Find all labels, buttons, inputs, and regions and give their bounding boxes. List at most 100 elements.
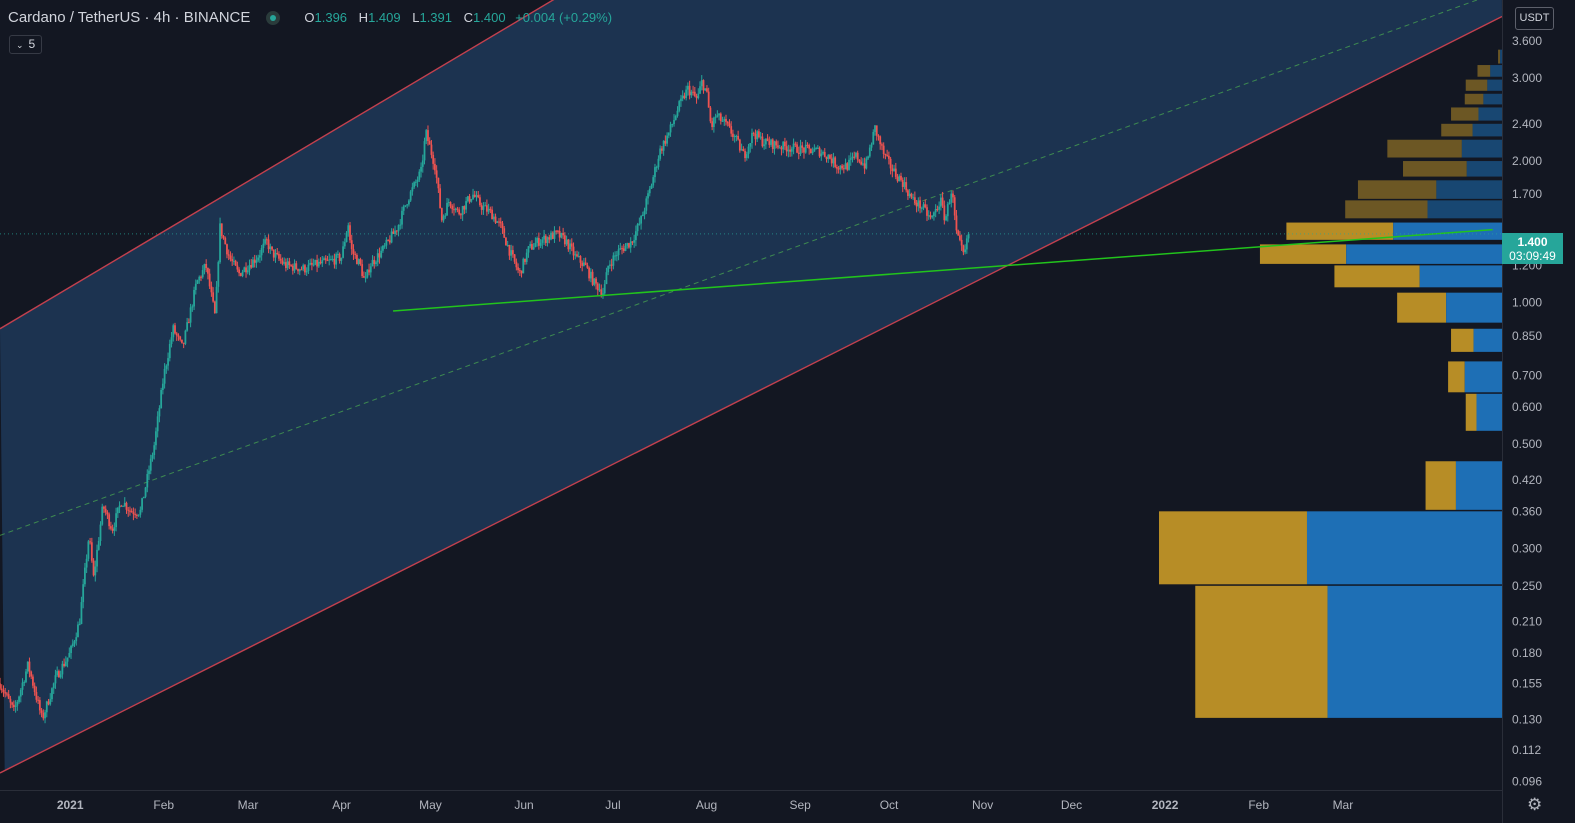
candle-body bbox=[435, 170, 438, 178]
candle-body bbox=[728, 123, 731, 127]
candle-body bbox=[229, 255, 232, 260]
candle-body bbox=[189, 307, 192, 323]
candle-body bbox=[397, 225, 400, 232]
open-value: 1.396 bbox=[314, 10, 348, 25]
candle-body bbox=[551, 232, 554, 239]
candle-body bbox=[780, 147, 783, 150]
candle-body bbox=[324, 258, 327, 261]
candle-body bbox=[328, 259, 331, 261]
candle-body bbox=[135, 514, 138, 516]
candle-body bbox=[778, 147, 781, 149]
candle-body bbox=[525, 252, 528, 262]
candle-body bbox=[283, 262, 286, 264]
low-value: 1.391 bbox=[419, 10, 453, 25]
candle-body bbox=[439, 188, 442, 209]
candle-body bbox=[342, 246, 344, 258]
candle-body bbox=[408, 200, 410, 205]
candle-body bbox=[428, 140, 431, 145]
candle-body bbox=[73, 641, 76, 644]
candle-body bbox=[298, 269, 301, 272]
vp-buy-bar bbox=[1286, 222, 1394, 240]
indicator-count: 5 bbox=[28, 37, 36, 51]
candle-body bbox=[78, 623, 81, 625]
candle-body bbox=[676, 110, 679, 116]
candle-body bbox=[919, 200, 921, 209]
candle-body bbox=[674, 115, 677, 120]
candle-body bbox=[330, 258, 332, 260]
candle-body bbox=[127, 509, 130, 511]
y-tick-label: 0.210 bbox=[1512, 614, 1542, 628]
candle-body bbox=[459, 214, 462, 216]
currency-badge[interactable]: USDT bbox=[1515, 7, 1554, 30]
candle-body bbox=[511, 250, 514, 255]
candle-body bbox=[416, 179, 419, 182]
candle-body bbox=[745, 154, 748, 159]
candle-body bbox=[333, 258, 336, 265]
candle-body bbox=[286, 261, 289, 269]
candle-body bbox=[759, 136, 762, 138]
candle-body bbox=[953, 197, 956, 216]
candle-body bbox=[224, 237, 227, 245]
candle-body bbox=[96, 549, 98, 567]
y-tick-label: 0.250 bbox=[1512, 579, 1542, 593]
candle-body bbox=[61, 663, 64, 675]
candle-body bbox=[32, 676, 34, 686]
candle-body bbox=[179, 336, 182, 340]
candle-body bbox=[666, 135, 668, 144]
candle-body bbox=[401, 210, 403, 225]
candle-body bbox=[217, 262, 220, 287]
candle-body bbox=[406, 204, 409, 206]
candle-body bbox=[233, 260, 235, 262]
candle-body bbox=[726, 121, 729, 124]
candle-body bbox=[645, 198, 648, 211]
vp-buy-bar bbox=[1334, 265, 1420, 288]
candle-body bbox=[153, 445, 156, 456]
candle-body bbox=[161, 383, 164, 390]
candle-body bbox=[548, 237, 551, 240]
y-tick-label: 0.500 bbox=[1512, 437, 1542, 451]
vp-sell-bar bbox=[1500, 49, 1502, 64]
candle-body bbox=[44, 712, 46, 719]
y-tick-label: 0.420 bbox=[1512, 473, 1542, 487]
candle-body bbox=[539, 242, 542, 246]
vp-buy-bar bbox=[1387, 139, 1462, 158]
candle-body bbox=[6, 693, 8, 695]
candle-body bbox=[444, 215, 447, 217]
candle-body bbox=[101, 506, 104, 525]
candle-body bbox=[319, 261, 322, 264]
vp-buy-bar bbox=[1259, 244, 1347, 264]
channel-fill bbox=[0, 0, 1502, 771]
candle-body bbox=[366, 269, 369, 278]
candle-body bbox=[570, 243, 573, 247]
candle-body bbox=[260, 248, 263, 256]
candle-body bbox=[16, 701, 19, 706]
candle-body bbox=[718, 113, 720, 116]
candle-body bbox=[37, 699, 40, 701]
candle-body bbox=[42, 712, 45, 719]
vp-buy-bar bbox=[1448, 361, 1465, 393]
gear-icon[interactable]: ⚙ bbox=[1527, 795, 1543, 814]
candle-body bbox=[636, 224, 639, 232]
candle-body bbox=[430, 144, 433, 155]
candle-body bbox=[245, 267, 247, 273]
candle-body bbox=[149, 458, 152, 471]
candle-body bbox=[494, 216, 497, 223]
candle-body bbox=[735, 135, 738, 137]
y-tick-label: 0.700 bbox=[1512, 368, 1542, 382]
candle-body bbox=[609, 264, 611, 266]
candle-body bbox=[848, 159, 850, 170]
candle-body bbox=[690, 91, 693, 96]
symbol-title[interactable]: Cardano / TetherUS · 4h · BINANCE bbox=[8, 9, 251, 26]
candle-body bbox=[201, 270, 204, 278]
candle-body bbox=[624, 245, 627, 251]
candles bbox=[0, 75, 970, 724]
candle-body bbox=[811, 151, 814, 154]
candle-body bbox=[146, 474, 149, 488]
candle-body bbox=[281, 260, 284, 264]
candle-body bbox=[382, 245, 384, 251]
market-status-icon[interactable] bbox=[266, 10, 281, 25]
candle-body bbox=[678, 101, 681, 111]
vp-sell-bar bbox=[1427, 200, 1502, 219]
indicators-toggle-button[interactable]: ⌄ 5 bbox=[9, 35, 43, 54]
